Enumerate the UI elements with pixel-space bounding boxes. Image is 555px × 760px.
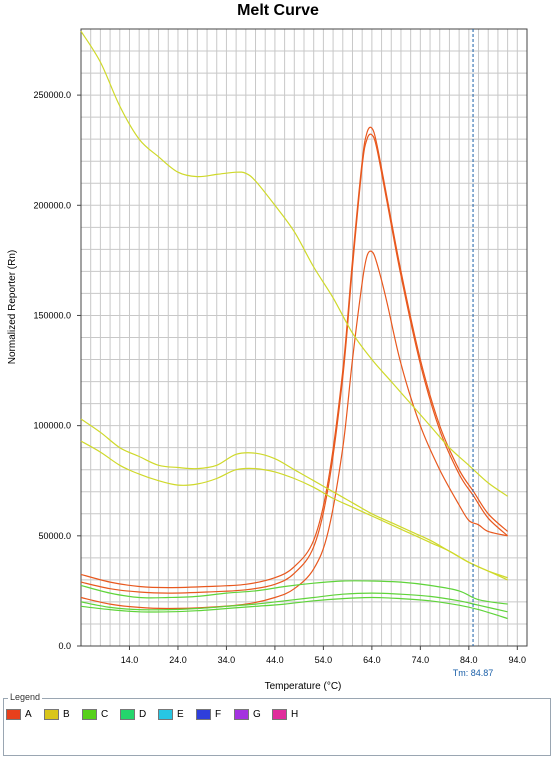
legend-item-g[interactable]: G	[234, 709, 272, 720]
legend-items: A B C D E F G H	[6, 709, 310, 720]
y-axis-ticks: 0.0 50000.0 100000.0 150000.0 200000.0 250000…	[33, 90, 81, 651]
x-tick-label: 14.0	[121, 655, 139, 665]
legend-item-h[interactable]: H	[272, 709, 310, 720]
x-tick-label: 64.0	[363, 655, 381, 665]
legend-swatch	[234, 709, 249, 720]
series-line-b	[80, 418, 508, 579]
legend-label: E	[177, 709, 184, 720]
legend-swatch	[44, 709, 59, 720]
series-line-c	[80, 596, 508, 620]
legend-title: Legend	[8, 692, 43, 702]
x-tick-label: 24.0	[169, 655, 187, 665]
legend-item-b[interactable]: B	[44, 709, 82, 720]
legend-swatch	[158, 709, 173, 720]
x-axis-ticks: 14.0 24.0 34.0 44.0 54.0 64.0 74.0 84.0 94.0	[121, 646, 526, 665]
y-tick-label: 250000.0	[33, 90, 71, 100]
series-layer	[80, 30, 509, 620]
legend-swatch	[120, 709, 135, 720]
legend-swatch	[6, 709, 21, 720]
series-line-c	[80, 592, 508, 613]
y-tick-label: 150000.0	[33, 310, 71, 320]
x-tick-label: 34.0	[218, 655, 236, 665]
chart-title: Melt Curve	[237, 2, 319, 19]
legend-label: C	[101, 709, 109, 720]
series-line-b	[80, 30, 508, 497]
y-tick-label: 100000.0	[33, 421, 71, 431]
legend-label: G	[253, 709, 261, 720]
series-line-b	[80, 440, 508, 581]
series-line-a	[80, 133, 509, 594]
tm-marker-label: Tm: 84.87	[453, 668, 494, 678]
x-tick-label: 74.0	[412, 655, 430, 665]
legend-label: D	[139, 709, 147, 720]
y-axis-label: Normalized Reporter (Rn)	[7, 250, 18, 364]
legend-swatch	[82, 709, 97, 720]
legend-item-e[interactable]: E	[158, 709, 196, 720]
x-axis-label: Temperature (°C)	[265, 681, 342, 692]
legend-label: B	[63, 709, 70, 720]
series-line-c	[80, 580, 508, 605]
y-tick-label: 200000.0	[33, 200, 71, 210]
y-tick-label: 50000.0	[38, 531, 71, 541]
legend-box	[3, 698, 551, 756]
y-tick-label: 0.0	[58, 641, 71, 651]
legend-item-f[interactable]: F	[196, 709, 234, 720]
legend-swatch	[196, 709, 211, 720]
legend-label: H	[291, 709, 299, 720]
legend-item-a[interactable]: A	[6, 709, 44, 720]
legend-label: F	[215, 709, 222, 720]
plot-area	[80, 28, 528, 647]
x-tick-label: 44.0	[266, 655, 284, 665]
x-tick-label: 94.0	[509, 655, 527, 665]
legend-item-c[interactable]: C	[82, 709, 120, 720]
legend-item-d[interactable]: D	[120, 709, 158, 720]
x-tick-label: 54.0	[315, 655, 333, 665]
x-tick-label: 84.0	[460, 655, 478, 665]
legend-label: A	[25, 709, 32, 720]
legend-swatch	[272, 709, 287, 720]
grid-lines	[81, 29, 527, 646]
